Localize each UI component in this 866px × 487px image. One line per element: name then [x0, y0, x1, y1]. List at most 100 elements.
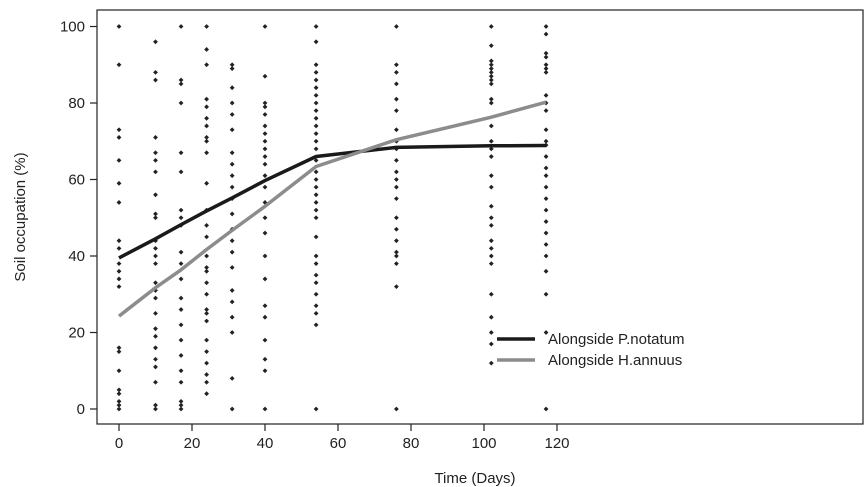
data-point: [543, 330, 549, 335]
data-point: [488, 253, 494, 259]
data-point: [204, 150, 209, 156]
data-point: [116, 387, 122, 393]
data-point: [229, 127, 235, 133]
data-point: [204, 104, 209, 110]
y-tick-label: 60: [68, 172, 85, 189]
data-point: [204, 180, 209, 186]
data-point: [153, 70, 158, 75]
data-point: [229, 376, 235, 381]
data-point: [488, 77, 494, 83]
data-point: [394, 127, 399, 133]
data-point: [262, 138, 268, 144]
data-point: [543, 62, 549, 68]
data-point: [394, 226, 399, 232]
data-point: [543, 127, 549, 133]
data-point: [313, 192, 319, 198]
data-point: [488, 154, 494, 159]
data-point: [262, 161, 268, 167]
data-point: [229, 238, 235, 244]
data-point: [229, 173, 235, 179]
data-point: [488, 81, 494, 87]
data-point: [394, 238, 399, 244]
data-point: [313, 184, 319, 190]
data-point: [313, 310, 319, 316]
data-point: [313, 123, 319, 129]
data-point: [488, 138, 494, 144]
data-point: [313, 234, 319, 240]
legend-label-p-notatum: Alongside P.notatum: [548, 331, 685, 348]
data-point: [313, 322, 319, 328]
data-point: [116, 349, 122, 355]
data-point: [313, 272, 319, 278]
data-point: [313, 406, 319, 412]
data-point: [204, 318, 209, 324]
data-point: [204, 223, 209, 228]
data-point: [394, 215, 399, 221]
data-point: [394, 96, 399, 102]
data-point: [229, 62, 235, 68]
data-point: [116, 345, 122, 351]
data-point: [313, 261, 319, 267]
data-point: [153, 39, 158, 45]
data-point: [204, 337, 209, 343]
scatter-points: [116, 24, 549, 412]
data-point: [229, 330, 235, 335]
data-point: [229, 299, 235, 305]
data-point: [229, 112, 235, 117]
data-point: [204, 372, 209, 377]
x-tick-label: 80: [403, 435, 420, 452]
data-point: [313, 92, 319, 98]
data-point: [313, 108, 319, 114]
data-point: [153, 77, 158, 83]
data-point: [262, 173, 268, 179]
y-tick-label: 80: [68, 95, 85, 112]
data-point: [262, 337, 268, 343]
data-point: [488, 341, 494, 347]
data-point: [543, 291, 549, 297]
data-point: [229, 249, 235, 255]
data-point: [153, 402, 158, 408]
data-point: [543, 196, 549, 202]
data-point: [262, 73, 268, 79]
data-point: [204, 379, 209, 385]
data-point: [543, 242, 549, 247]
x-tick-label: 20: [184, 435, 201, 452]
data-point: [204, 47, 209, 52]
data-point: [178, 100, 184, 106]
data-point: [262, 131, 268, 136]
data-point: [116, 284, 122, 289]
data-point: [153, 253, 158, 259]
data-point: [229, 314, 235, 320]
data-point: [262, 253, 268, 259]
data-point: [116, 276, 122, 282]
data-point: [394, 70, 399, 75]
data-point: [178, 150, 184, 156]
data-point: [394, 406, 399, 412]
data-point: [262, 146, 268, 152]
data-point: [178, 368, 184, 374]
data-point: [204, 123, 209, 129]
data-point: [313, 215, 319, 221]
data-point: [394, 261, 399, 267]
data-point: [543, 253, 549, 259]
data-point: [394, 196, 399, 202]
data-point: [116, 135, 122, 140]
data-point: [488, 100, 494, 106]
data-point: [488, 66, 494, 71]
data-point: [313, 207, 319, 213]
data-point: [229, 184, 235, 190]
data-point: [313, 303, 319, 309]
data-point: [488, 146, 494, 152]
data-point: [313, 146, 319, 152]
data-point: [313, 85, 319, 91]
data-point: [204, 349, 209, 355]
data-point: [204, 96, 209, 102]
data-point: [204, 234, 209, 240]
data-point: [488, 291, 494, 297]
data-point: [178, 81, 184, 87]
y-tick-label: 20: [68, 325, 85, 342]
x-tick-label: 120: [544, 435, 569, 452]
data-point: [543, 66, 549, 71]
data-point: [153, 295, 158, 301]
data-point: [394, 62, 399, 68]
